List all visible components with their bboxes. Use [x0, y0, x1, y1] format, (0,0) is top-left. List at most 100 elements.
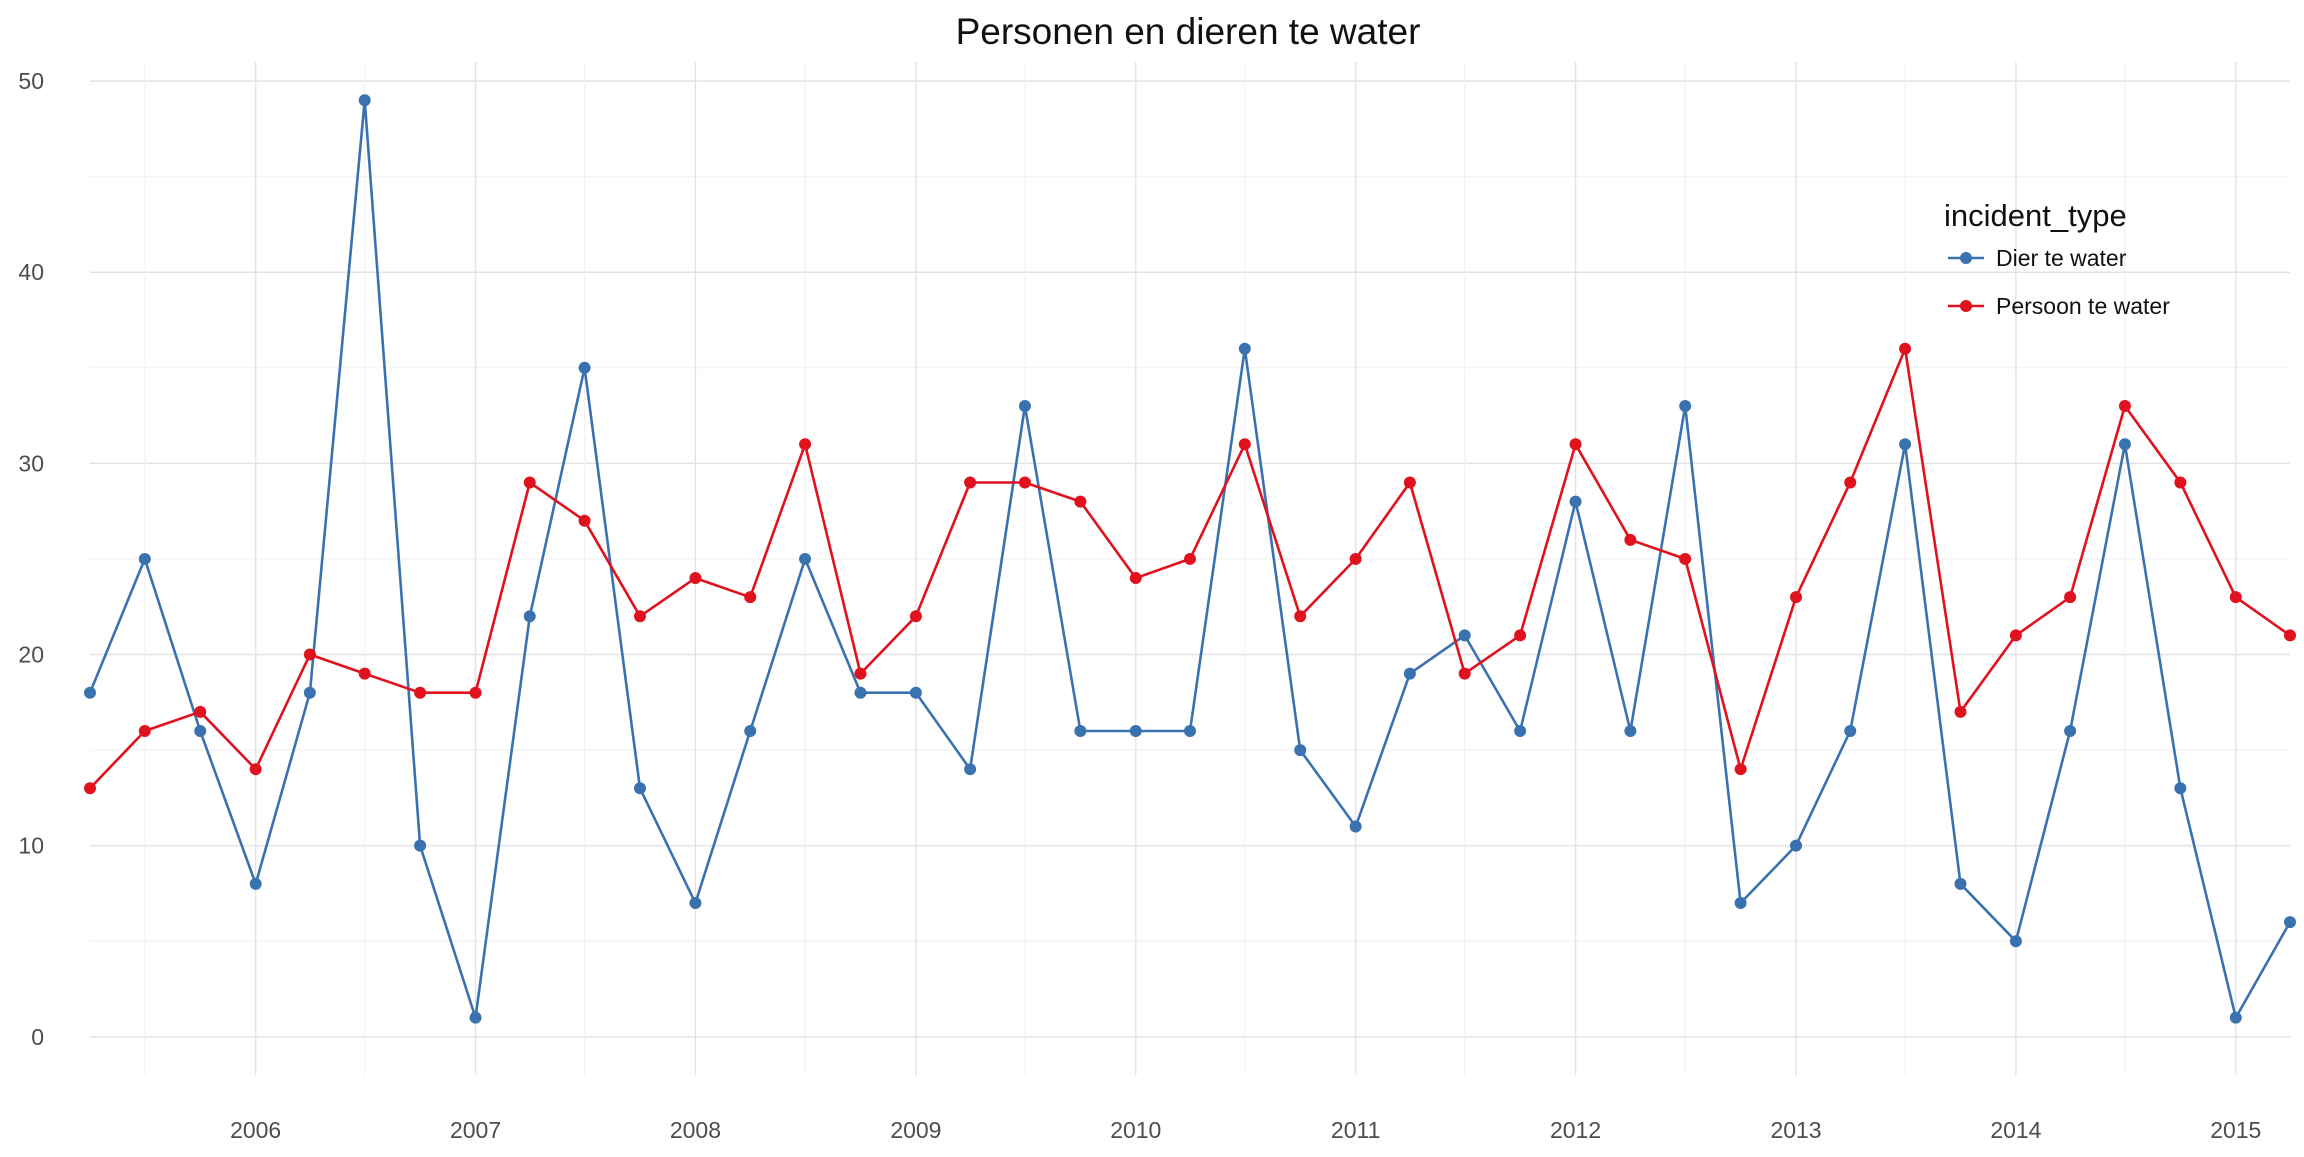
data-point-series-1: [358, 667, 371, 680]
y-tick-label: 30: [18, 450, 44, 476]
series-layer: [84, 94, 2296, 1024]
y-axis-ticks: 0 10 20 30 40 50: [18, 68, 44, 1050]
data-point-series-1: [909, 610, 922, 623]
data-point-series-0: [2229, 1011, 2242, 1024]
data-point-series-1: [1018, 476, 1031, 489]
data-point-series-1: [2064, 591, 2077, 604]
data-point-series-0: [1790, 839, 1803, 852]
x-tick-label: 2014: [1990, 1117, 2041, 1143]
data-point-series-0: [1734, 896, 1747, 909]
data-point-series-0: [1074, 724, 1087, 737]
data-point-series-1: [854, 667, 867, 680]
x-tick-label: 2013: [1770, 1117, 1821, 1143]
data-point-series-1: [303, 648, 316, 661]
x-axis-ticks: 2006 2007 2008 2009 2010 2011 2012 2013 2014 2015: [230, 1117, 2261, 1143]
data-point-series-1: [1129, 572, 1142, 585]
data-point-series-0: [578, 361, 591, 374]
legend-label: Persoon te water: [1996, 293, 2170, 319]
data-point-series-0: [634, 782, 646, 795]
data-point-series-0: [303, 686, 316, 699]
data-point-series-0: [744, 724, 757, 737]
data-point-series-0: [689, 896, 702, 909]
data-point-series-1: [2229, 591, 2242, 604]
data-point-series-1: [1514, 629, 1527, 642]
legend-items: Dier te water Persoon te water: [1948, 245, 2170, 319]
data-point-series-0: [2009, 935, 2022, 948]
data-point-series-0: [469, 1011, 482, 1024]
data-point-series-1: [2174, 476, 2187, 489]
y-tick-label: 50: [18, 68, 44, 94]
data-point-series-0: [523, 610, 536, 623]
data-point-series-1: [1184, 552, 1196, 565]
data-point-series-0: [1403, 667, 1416, 680]
data-point-series-1: [634, 610, 646, 623]
data-point-series-1: [1074, 495, 1087, 508]
grid-layer: [90, 62, 2290, 1075]
data-point-series-0: [2284, 916, 2296, 929]
data-point-series-1: [1238, 438, 1251, 451]
data-point-series-0: [909, 686, 922, 699]
data-point-series-0: [1569, 495, 1582, 508]
legend-key-point: [1960, 300, 1972, 312]
data-point-series-1: [249, 763, 262, 776]
data-point-series-0: [1679, 400, 1692, 413]
data-point-series-1: [1349, 552, 1362, 565]
data-point-series-1: [1458, 667, 1471, 680]
data-point-series-0: [964, 763, 977, 776]
data-point-series-1: [1403, 476, 1416, 489]
data-point-series-1: [2284, 629, 2296, 642]
data-point-series-1: [2009, 629, 2022, 642]
data-point-series-0: [2064, 724, 2077, 737]
data-point-series-1: [523, 476, 536, 489]
y-tick-label: 40: [18, 259, 44, 285]
data-point-series-1: [964, 476, 977, 489]
data-point-series-1: [1790, 591, 1803, 604]
data-point-series-1: [414, 686, 427, 699]
data-point-series-1: [138, 724, 151, 737]
data-point-series-1: [799, 438, 812, 451]
x-tick-label: 2011: [1331, 1117, 1380, 1143]
data-point-series-0: [1349, 820, 1362, 833]
data-point-series-1: [469, 686, 482, 699]
x-tick-label: 2015: [2210, 1117, 2261, 1143]
data-point-series-1: [194, 705, 207, 718]
y-tick-label: 0: [31, 1024, 44, 1050]
data-point-series-0: [84, 686, 96, 699]
legend-label: Dier te water: [1996, 245, 2127, 271]
data-point-series-0: [1899, 438, 1912, 451]
x-tick-label: 2012: [1550, 1117, 1601, 1143]
data-point-series-0: [194, 724, 207, 737]
data-point-series-0: [1238, 342, 1251, 355]
data-point-series-0: [358, 94, 371, 107]
data-point-series-1: [1954, 705, 1967, 718]
data-point-series-0: [1844, 724, 1857, 737]
x-tick-label: 2006: [230, 1117, 281, 1143]
data-point-series-0: [2174, 782, 2187, 795]
data-point-series-1: [2118, 400, 2131, 413]
legend-title: incident_type: [1944, 198, 2127, 233]
legend-key-point: [1960, 252, 1972, 264]
data-point-series-0: [414, 839, 427, 852]
data-point-series-0: [1129, 724, 1142, 737]
data-point-series-0: [1954, 877, 1967, 890]
data-point-series-0: [1458, 629, 1471, 642]
data-point-series-1: [1734, 763, 1747, 776]
data-point-series-0: [1018, 400, 1031, 413]
x-tick-label: 2007: [450, 1117, 501, 1143]
data-point-series-0: [1624, 724, 1637, 737]
data-point-series-0: [138, 552, 151, 565]
legend: incident_type Dier te water Persoon te wa…: [1944, 198, 2170, 319]
data-point-series-1: [1569, 438, 1582, 451]
data-point-series-0: [854, 686, 867, 699]
data-point-series-0: [799, 552, 812, 565]
data-point-series-1: [84, 782, 96, 795]
data-point-series-1: [744, 591, 757, 604]
data-point-series-0: [249, 877, 262, 890]
data-point-series-1: [1624, 533, 1637, 546]
data-point-series-1: [1679, 552, 1692, 565]
x-tick-label: 2010: [1110, 1117, 1161, 1143]
data-point-series-0: [1294, 744, 1307, 757]
data-point-series-0: [1184, 724, 1196, 737]
